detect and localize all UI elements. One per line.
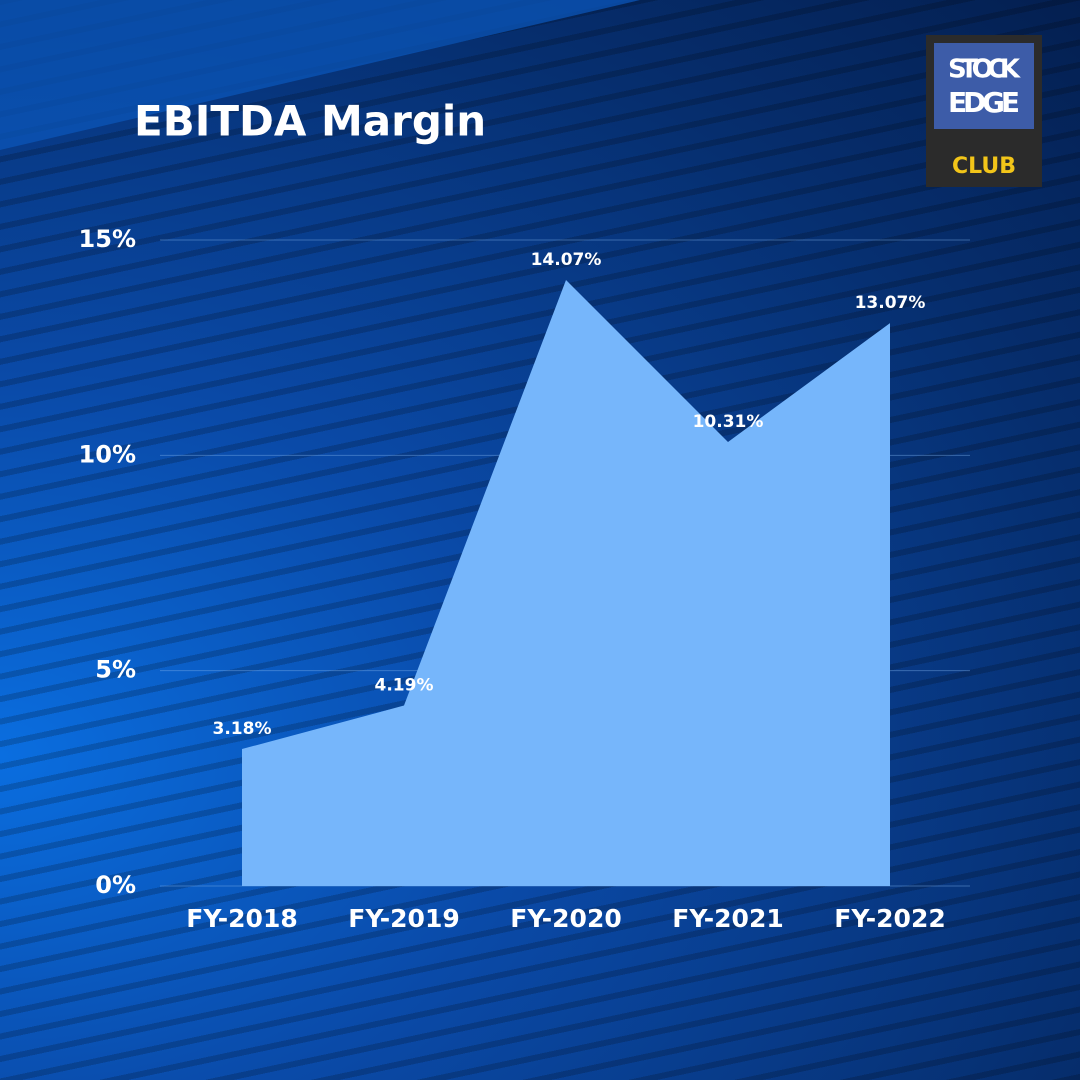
- logo: STOCK EDGE CLUB: [926, 35, 1042, 187]
- value-label: 10.31%: [693, 412, 764, 432]
- logo-text: EDGE: [948, 86, 1020, 119]
- y-tick-label: 0%: [95, 871, 136, 899]
- x-tick-label: FY-2019: [348, 904, 459, 933]
- logo-text: STOCK: [948, 55, 1021, 85]
- chart-title: EBITDA Margin: [134, 97, 486, 146]
- value-label: 4.19%: [375, 676, 434, 696]
- x-tick-label: FY-2018: [186, 904, 297, 933]
- area: [242, 280, 890, 886]
- value-label: 13.07%: [855, 293, 926, 313]
- x-tick-label: FY-2020: [510, 904, 621, 933]
- x-tick-label: FY-2021: [672, 904, 783, 933]
- value-label: 3.18%: [213, 719, 272, 739]
- y-tick-label: 5%: [95, 656, 136, 684]
- background-band: [0, 0, 640, 150]
- y-tick-label: 10%: [79, 440, 136, 468]
- value-label: 14.07%: [531, 250, 602, 270]
- y-tick-label: 15%: [79, 225, 136, 253]
- logo-badge: CLUB: [952, 154, 1016, 179]
- logo-panel: [934, 43, 1034, 129]
- x-tick-label: FY-2022: [834, 904, 945, 933]
